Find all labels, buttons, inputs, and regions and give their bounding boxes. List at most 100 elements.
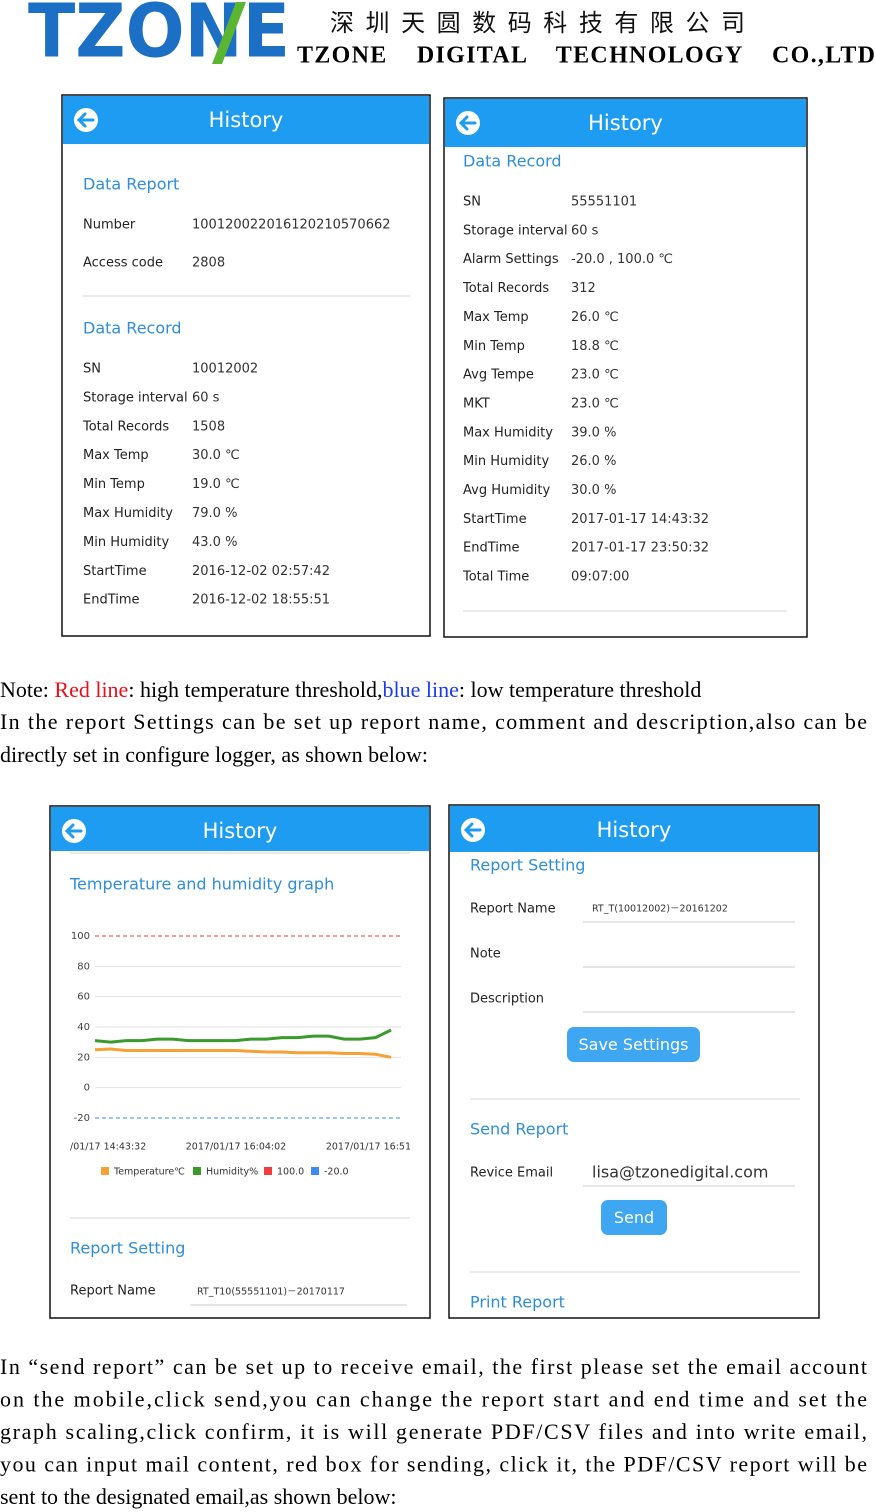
back-arrow xyxy=(64,823,83,839)
phone-screen: History Temperature and humidity graph 100… xyxy=(49,805,431,1319)
x-tick-label: 2017/01/17 16:04:02 xyxy=(186,1142,286,1153)
row-text: 2016-12-02 02:57:42 xyxy=(192,564,330,579)
section-heading: Print Report xyxy=(470,1293,565,1312)
paragraph-line: on the mobile,click send,you can change … xyxy=(0,1387,867,1412)
section-heading: Report Setting xyxy=(70,1239,185,1258)
row-text: EndTime xyxy=(83,593,140,608)
row-text: 55551101 xyxy=(571,195,637,210)
note-segment: : low temperature threshold xyxy=(459,677,702,702)
button-label: Save Settings xyxy=(579,1035,689,1054)
row-text: Note xyxy=(470,947,501,962)
row-text: Total Records xyxy=(82,419,169,434)
note-segment: Note: xyxy=(0,677,54,702)
logo-accent xyxy=(212,2,246,64)
row-text: 43.0 % xyxy=(192,535,237,550)
row-text: Min Humidity xyxy=(83,535,169,550)
paragraph-line: In “send report” can be set up to receiv… xyxy=(0,1354,867,1379)
row-text: 2017-01-17 23:50:32 xyxy=(571,541,709,556)
x-tick-label: 2017/01/17 16:51 xyxy=(326,1142,411,1153)
phone-screen: History Report Setting Report Name RT_T(100… xyxy=(448,804,820,1319)
row-text: Revice Email xyxy=(470,1166,553,1181)
row-text: Max Temp xyxy=(83,448,149,463)
section-heading: Data Record xyxy=(463,152,562,171)
row-text: 39.0 % xyxy=(571,425,616,440)
legend-swatch xyxy=(311,1167,319,1175)
row-text: Max Humidity xyxy=(463,425,553,440)
row-text: 60 s xyxy=(192,390,220,405)
note-text: In the report Settings can be set up rep… xyxy=(0,709,867,734)
row-text: Access code xyxy=(83,256,163,271)
legend-swatch xyxy=(264,1167,272,1175)
row-text: Number xyxy=(83,218,136,233)
legend-swatch xyxy=(101,1167,109,1175)
section-heading: Temperature and humidity graph xyxy=(69,875,334,894)
y-tick-label: 20 xyxy=(77,1052,90,1063)
row-text: 79.0 % xyxy=(192,506,237,521)
row-text: StartTime xyxy=(83,564,147,579)
note-segment: : high temperature threshold, xyxy=(128,677,382,702)
row-text: 10012002 xyxy=(192,362,258,377)
row-text: 2016-12-02 18:55:51 xyxy=(192,593,330,608)
row-text: Max Temp xyxy=(463,310,529,325)
section-heading: Report Setting xyxy=(470,856,585,875)
paragraph-line: sent to the designated email,as shown be… xyxy=(0,1484,397,1509)
logo: TZONE xyxy=(28,0,290,75)
row-text: 2017-01-17 14:43:32 xyxy=(571,512,709,527)
paragraph-line: graph scaling,click confirm, it is will … xyxy=(0,1419,867,1444)
y-tick-label: 40 xyxy=(77,1022,90,1033)
screen-frame xyxy=(443,97,808,638)
row-text: Min Humidity xyxy=(463,454,549,469)
row-text: SN xyxy=(83,362,101,377)
row-text: 26.0 % xyxy=(571,454,616,469)
screen-header xyxy=(51,807,429,851)
note-text: directly set in configure logger, as sho… xyxy=(0,742,428,767)
button[interactable] xyxy=(567,1027,700,1062)
screen-title: History xyxy=(588,111,663,135)
note-segment: blue line xyxy=(382,677,458,702)
row-text: Storage interval xyxy=(463,223,568,238)
row-text: 23.0 ℃ xyxy=(571,368,619,383)
row-text: Report Name xyxy=(470,902,556,917)
series-line xyxy=(94,1028,392,1044)
back-arrow xyxy=(463,822,482,838)
legend-label: 100.0 xyxy=(277,1167,304,1178)
row-text: Description xyxy=(470,992,544,1007)
y-tick-label: 60 xyxy=(77,992,90,1003)
row-text: Total Records xyxy=(462,281,549,296)
row-text: Storage interval xyxy=(83,390,188,405)
row-text: 2808 xyxy=(192,256,225,271)
row-text: 100120022016120210570662 xyxy=(192,218,391,233)
row-text: Min Temp xyxy=(463,339,525,354)
screen-frame xyxy=(49,805,431,1319)
row-text: SN xyxy=(463,195,481,210)
screen-frame xyxy=(61,94,431,637)
legend-label: -20.0 xyxy=(324,1167,349,1178)
row-text: Max Humidity xyxy=(83,506,173,521)
y-tick-label: 80 xyxy=(77,961,90,972)
row-text: 30.0 ℃ xyxy=(192,448,240,463)
paragraph-line: you can input mail content, red box for … xyxy=(0,1452,867,1477)
row-text: 09:07:00 xyxy=(571,570,629,585)
row-text: 18.8 ℃ xyxy=(571,339,619,354)
phone-screen: History Data Report Number 1001200220161202… xyxy=(61,94,431,637)
y-tick-label: -20 xyxy=(74,1113,90,1124)
button[interactable] xyxy=(601,1200,667,1235)
back-arrow xyxy=(76,112,95,128)
row-text: RT_T(10012002)－20161202 xyxy=(592,904,728,915)
legend-swatch xyxy=(193,1167,201,1175)
row-text: Avg Tempe xyxy=(463,368,534,383)
y-tick-label: 100 xyxy=(71,931,90,942)
section-heading: Send Report xyxy=(470,1120,568,1139)
row-text: Avg Humidity xyxy=(463,483,550,498)
screen-title: History xyxy=(597,818,672,842)
company-cn: 深 圳 天 圆 数 码 科 技 有 限 公 司 xyxy=(330,9,745,37)
row-text: 19.0 ℃ xyxy=(192,477,240,492)
y-tick-label: 0 xyxy=(84,1083,90,1094)
row-text: 312 xyxy=(571,281,596,296)
button-label: Send xyxy=(614,1208,654,1227)
back-arrow xyxy=(458,115,477,131)
row-text: Total Time xyxy=(462,570,529,585)
note-segment: Red line xyxy=(54,677,128,702)
